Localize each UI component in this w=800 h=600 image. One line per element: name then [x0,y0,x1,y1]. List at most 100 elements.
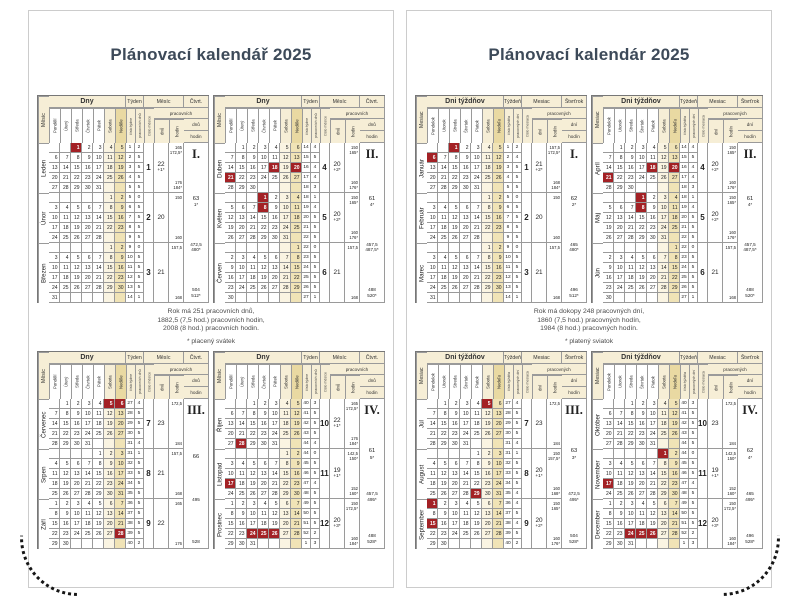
quarter-hours-8-star: 520* [367,292,377,298]
week-workdays-label: pracovných dní [513,108,522,143]
date-cell: 8 [258,203,269,213]
date-cell: 14 [625,213,636,223]
week-workdays: 4 [311,203,320,213]
date-cell: 28 [471,233,482,243]
day-name-label: Utorok [438,364,449,399]
date-cell: 16 [247,163,258,173]
date-cell: 7 [225,153,236,163]
week-workdays: 5 [513,223,522,233]
month-hours-75-star: 165* [551,505,560,511]
date-cell: 13 [115,409,126,419]
date-cell: 26 [291,429,302,439]
date-cell: 4 [614,459,625,469]
day-name-label: Štvrtok [636,108,647,143]
date-cell: 26 [280,173,291,183]
date-cell: 24 [427,233,438,243]
date-cell: 28 [236,439,247,449]
month-column-header: Mesiac [592,352,603,399]
week-workdays: 4 [513,489,522,499]
date-cell: 25 [636,529,647,539]
month-hours: 165 176 [169,499,184,549]
date-cell: 10 [625,509,636,519]
week-number: 13 [504,283,513,293]
date-cell: 4 [60,203,71,213]
month-hours-75: 150 [553,194,560,200]
month-hours: 165 172,5* 176 184* [345,399,360,449]
week-workdays: 5 [135,153,144,163]
date-cell: 4 [93,399,104,409]
week-row: 17 18 19 20 21 22 23 12 5 [427,273,522,283]
month-workdays: 22 +1* [154,143,169,193]
month-hours-75: 150 [553,450,560,456]
date-cell: 4 [280,399,291,409]
week-row: 10 11 12 13 14 15 16 11 5 [49,263,144,273]
date-cell: 16 [669,469,680,479]
week-row: 22 23 24 25 26 27 28 39 5 [49,529,144,539]
date-cell [82,539,93,549]
quarter-table: Mesiac Dni týždňov Pondelok Utorok Streda Štv… [415,95,587,303]
date-cell: 2 [647,193,658,203]
week-workdays: 5 [311,509,320,519]
week-number: 26 [302,283,311,293]
date-cell: 18 [614,479,625,489]
date-cell: 1 [247,399,258,409]
date-cell: 13 [258,469,269,479]
page-title: Plánovací kalendár 2025 [488,45,690,64]
week-workdays: 5 [135,529,144,539]
date-cell [49,243,60,253]
month-workdays: 19 +1* [708,449,723,499]
week-workdays: 4 [513,519,522,529]
date-cell: 9 [269,203,280,213]
week-row: 31 14 1 [427,293,522,303]
date-cell: 5 [258,253,269,263]
month-column-header: Měsíc [214,96,225,143]
month-block: August 1 2 3 31 1 4 5 6 7 8 9 10 32 5 11 12 13 14 15 16 17 33 5… [416,449,562,499]
date-cell [258,449,269,459]
date-cell: 17 [427,223,438,233]
date-cell: 4 [258,499,269,509]
date-cell: 5 [269,499,280,509]
week-number: 35 [126,489,135,499]
date-cell: 28 [93,233,104,243]
month-paid-holiday-value: +3* [711,524,719,530]
month-hours-8: 184 [729,441,736,447]
date-cell: 27 [636,489,647,499]
week-workdays: 5 [689,509,698,519]
date-cell: 6 [449,459,460,469]
week-header: Týden [302,96,320,108]
date-cell: 2 [71,399,82,409]
week-header: Týden [126,352,144,364]
date-cell: 19 [636,273,647,283]
days-unit-label: dnů [330,119,345,143]
holiday-footnote: * platený sviatok [564,338,613,345]
table-header: Měsíc Dny Pondělí Úterý Středa Čtvrtek Pátek So… [214,352,385,399]
week-number: 36 [504,499,513,509]
week-number: 28 [126,409,135,419]
month-hours: 150 160 [169,193,184,243]
week-row: 21 22 23 24 25 26 27 17 4 [603,173,698,183]
week-number-label: číslo týdne [126,108,135,143]
date-cell [669,233,680,243]
date-cell: 8 [71,153,82,163]
day-name-label: Středa [71,108,82,143]
date-cell: 30 [636,439,647,449]
date-cell: 29 [104,283,115,293]
date-cell: 2 [115,243,126,253]
week-workdays: 2 [311,529,320,539]
week-row: 30 27 1 [603,293,698,303]
date-cell: 10 [658,203,669,213]
month-name: Leden [38,143,49,193]
month-hours-75-star: 172,5* [723,505,736,511]
quarter-days-value: 61 [368,195,376,202]
week-row: 1 2 3 4 5 6 27 4 [427,399,522,409]
quarter-label: IV. [742,403,758,417]
date-cell: 17 [449,519,460,529]
date-cell: 22 [482,223,493,233]
date-cell: 27 [669,173,680,183]
week-workdays: 4 [135,399,144,409]
date-cell: 9 [60,509,71,519]
month-name: Marec [416,243,427,303]
date-cell: 26 [603,233,614,243]
